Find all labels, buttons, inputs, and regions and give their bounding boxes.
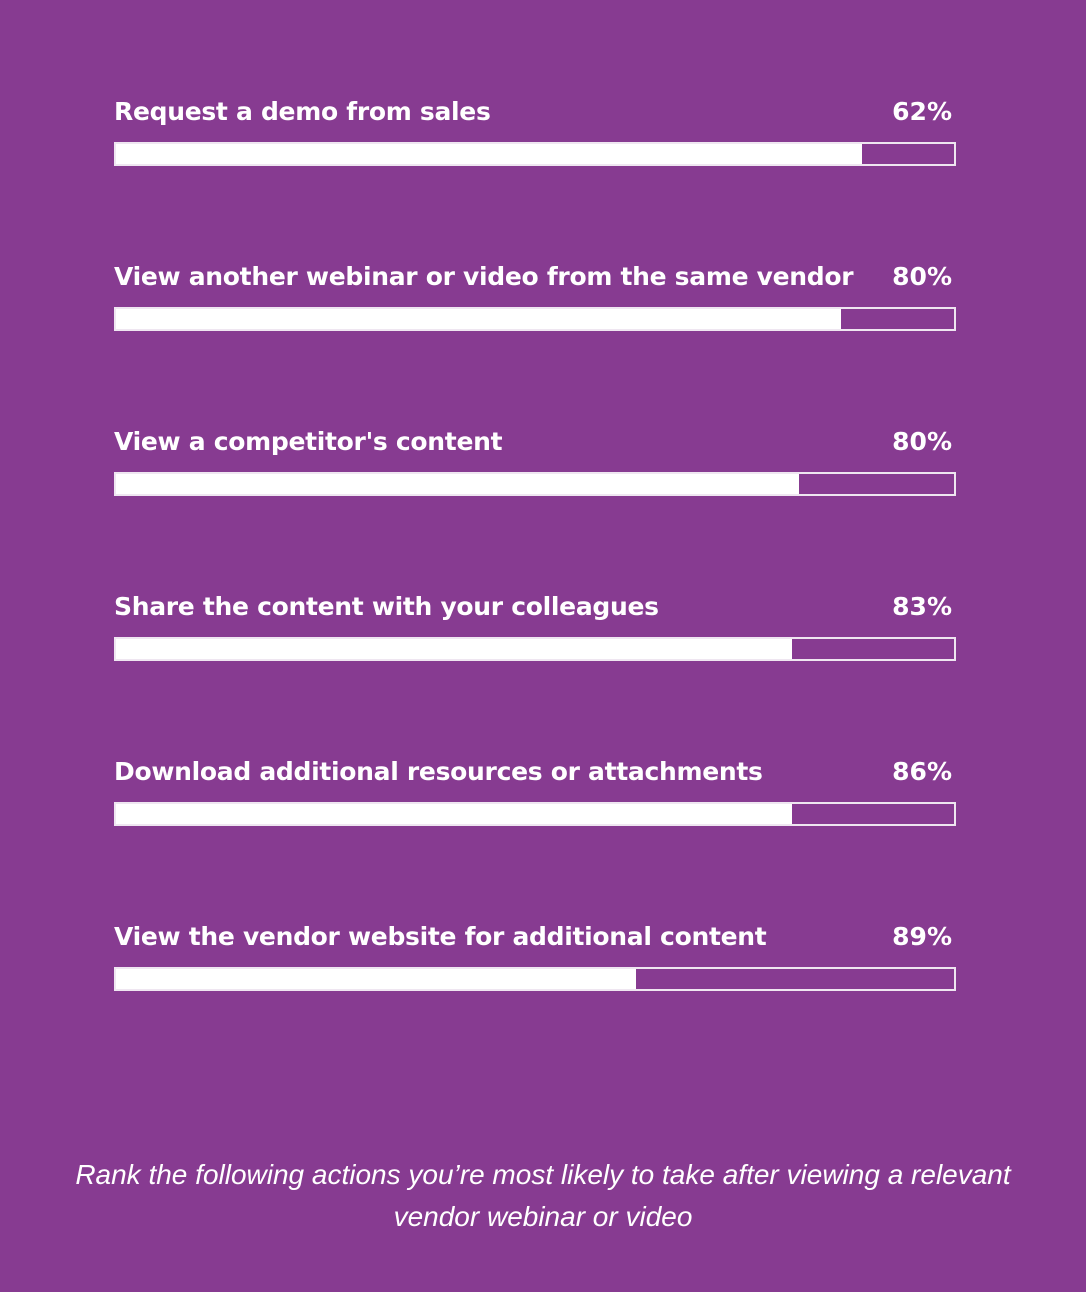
bar-row: View a competitor's content 80% — [114, 426, 956, 498]
bar-value-label: 80% — [892, 262, 952, 291]
bar-label: View another webinar or video from the s… — [114, 262, 854, 291]
bar-label: View the vendor website for additional c… — [114, 922, 767, 951]
chart-caption: Rank the following actions you’re most l… — [75, 1159, 1011, 1232]
bar — [116, 969, 636, 989]
bar-row: View the vendor website for additional c… — [114, 921, 956, 993]
bar-track — [114, 142, 956, 166]
bar-value-label: 62% — [892, 97, 952, 126]
bar-row: Request a demo from sales 62% — [114, 96, 956, 168]
bar-track — [114, 967, 956, 991]
bar-value-label: 86% — [892, 757, 952, 786]
bar — [116, 804, 792, 824]
bar-row: Download additional resources or attachm… — [114, 756, 956, 828]
bar — [116, 144, 862, 164]
bar-value-label: 80% — [892, 427, 952, 456]
bar — [116, 474, 799, 494]
bar-label: Request a demo from sales — [114, 97, 491, 126]
bar-track — [114, 472, 956, 496]
bar-label: Share the content with your colleagues — [114, 592, 659, 621]
bar-track — [114, 637, 956, 661]
bar — [116, 309, 841, 329]
bar — [116, 639, 792, 659]
bar-label: Download additional resources or attachm… — [114, 757, 763, 786]
bar-value-label: 89% — [892, 922, 952, 951]
bar-row: View another webinar or video from the s… — [114, 261, 956, 333]
bar-label: View a competitor's content — [114, 427, 503, 456]
bar-track — [114, 307, 956, 331]
bar-row: Share the content with your colleagues 83… — [114, 591, 956, 663]
bar-value-label: 83% — [892, 592, 952, 621]
bar-track — [114, 802, 956, 826]
